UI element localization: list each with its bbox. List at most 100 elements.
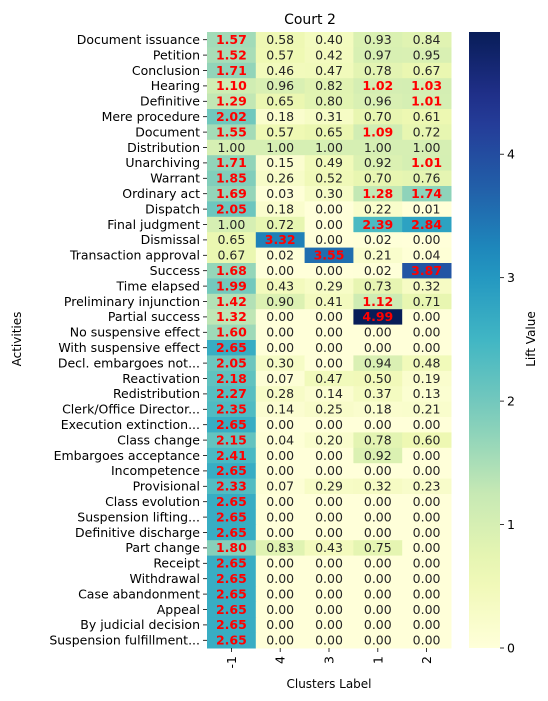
heatmap-cell <box>255 232 306 249</box>
cell-value-label: 1.00 <box>413 140 441 155</box>
heatmap-cell <box>255 139 306 156</box>
cell-value-label: 2.65 <box>216 586 247 601</box>
cell-value-label: 1.00 <box>315 140 343 155</box>
heatmap-cell <box>207 62 257 79</box>
heatmap-cell <box>353 78 403 95</box>
x-tick-label: 4 <box>273 656 288 664</box>
heatmap-cell <box>402 555 452 572</box>
heatmap-cell <box>255 124 306 141</box>
heatmap-cell <box>402 340 452 356</box>
cell-value-label: 0.00 <box>266 633 294 648</box>
heatmap-cell <box>207 447 257 464</box>
cell-value-label: 0.00 <box>364 556 392 571</box>
cell-value-label: 1.02 <box>362 78 393 93</box>
heatmap-cell <box>255 463 306 480</box>
cell-value-label: 0.00 <box>315 602 343 617</box>
cell-value-label: 0.02 <box>364 232 392 247</box>
cell-value-label: 0.04 <box>413 248 441 263</box>
cell-value-label: 1.60 <box>216 325 247 340</box>
cell-value-label: 0.96 <box>266 78 294 93</box>
cell-value-label: 0.02 <box>266 248 294 263</box>
heatmap-cell <box>304 109 354 125</box>
chart-title: Court 2 <box>284 12 336 28</box>
heatmap-cell <box>353 417 403 433</box>
heatmap-cell <box>402 417 452 433</box>
cell-value-label: 0.00 <box>413 340 441 355</box>
cell-value-label: 0.32 <box>413 278 441 293</box>
cell-value-label: 2.65 <box>216 556 247 571</box>
cell-value-label: 0.65 <box>266 94 294 109</box>
cell-value-label: 0.23 <box>413 479 441 494</box>
cell-value-label: 0.00 <box>364 463 392 478</box>
y-tick-label: Clerk/Office Director... <box>62 402 200 417</box>
heatmap-cell <box>304 417 354 433</box>
heatmap-cell <box>402 155 452 172</box>
heatmap-cell <box>304 386 354 403</box>
cell-value-label: 0.29 <box>315 479 343 494</box>
cell-value-label: 0.75 <box>364 540 392 555</box>
cell-value-label: 1.42 <box>216 294 247 309</box>
heatmap-cell <box>207 109 257 125</box>
cell-value-label: 0.00 <box>315 340 343 355</box>
heatmap-cell <box>255 109 306 125</box>
heatmap-cell <box>255 632 306 649</box>
heatmap-cell <box>207 155 257 172</box>
heatmap-cell <box>207 478 257 495</box>
heatmap-cell <box>353 355 403 372</box>
cell-value-label: 2.15 <box>216 432 247 447</box>
cell-value-label: 0.61 <box>413 109 441 124</box>
cell-value-label: 0.00 <box>315 494 343 509</box>
heatmap-cell <box>304 524 354 541</box>
y-tick-label: Ordinary act <box>122 186 200 201</box>
y-tick-label: Dismissal <box>141 232 200 247</box>
cell-value-label: 0.15 <box>266 155 294 170</box>
cell-value-label: 0.00 <box>266 448 294 463</box>
heatmap-cell <box>402 247 452 264</box>
heatmap-cells: 1.57 0.58 0.40 0.93 0.84 1.52 0.57 0.42 0.97 0.95… <box>207 32 452 649</box>
heatmap-cell <box>304 278 354 295</box>
heatmap-cell <box>304 263 354 279</box>
cell-value-label: 0.78 <box>364 432 392 447</box>
y-tick-label: Mere procedure <box>102 109 201 124</box>
cell-value-label: 0.14 <box>315 386 343 401</box>
cell-value-label: 0.00 <box>266 525 294 540</box>
heatmap-cell <box>255 509 306 526</box>
heatmap-cell <box>207 186 257 202</box>
heatmap-cell <box>353 571 403 587</box>
heatmap-cell <box>255 478 306 495</box>
cell-value-label: 0.03 <box>266 186 294 201</box>
cell-value-label: 0.00 <box>315 448 343 463</box>
heatmap-cell <box>353 340 403 356</box>
heatmap-cell <box>402 386 452 403</box>
cell-value-label: 0.32 <box>364 479 392 494</box>
heatmap-cell <box>402 62 452 79</box>
heatmap-cell <box>255 247 306 264</box>
heatmap-cell <box>304 124 354 141</box>
heatmap-cell <box>353 586 403 603</box>
heatmap-cell <box>353 386 403 403</box>
cell-value-label: 0.00 <box>364 602 392 617</box>
cell-value-label: 1.28 <box>362 186 393 201</box>
heatmap-cell <box>255 47 306 64</box>
heatmap-cell <box>207 293 257 310</box>
heatmap-cell <box>255 494 306 510</box>
cell-value-label: 0.65 <box>217 232 245 247</box>
heatmap-cell <box>353 540 403 557</box>
cell-value-label: 0.18 <box>364 402 392 417</box>
y-tick-label: Class change <box>117 432 200 447</box>
cell-value-label: 0.57 <box>266 124 294 139</box>
cell-value-label: 1.12 <box>362 294 393 309</box>
heatmap-cell <box>255 62 306 79</box>
heatmap-cell <box>304 247 354 264</box>
heatmap-cell <box>207 432 257 449</box>
y-tick-label: Suspension fulfillment... <box>49 633 200 648</box>
x-tick-label: 1 <box>370 656 385 664</box>
heatmap-cell <box>207 417 257 433</box>
heatmap-cell <box>402 170 452 187</box>
cell-value-label: 0.80 <box>315 94 343 109</box>
cell-value-label: 0.00 <box>364 617 392 632</box>
heatmap-cell <box>207 463 257 480</box>
cell-value-label: 4.99 <box>362 309 393 324</box>
heatmap-cell <box>353 370 403 387</box>
heatmap-cell <box>353 93 403 110</box>
